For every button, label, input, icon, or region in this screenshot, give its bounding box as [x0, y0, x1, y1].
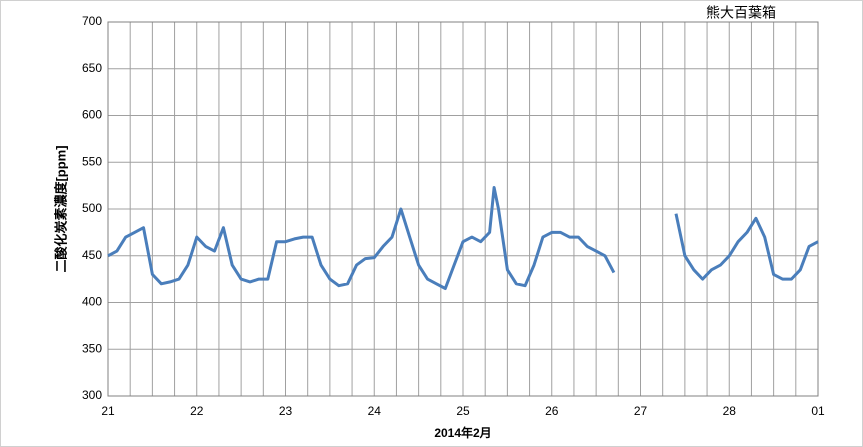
x-tick-label: 22 — [190, 404, 204, 418]
y-tick-label: 650 — [82, 61, 102, 75]
y-tick-label: 500 — [82, 201, 102, 215]
x-tick-label: 24 — [368, 404, 382, 418]
x-tick-label: 27 — [634, 404, 648, 418]
y-tick-label: 300 — [82, 388, 102, 402]
y-tick-label: 550 — [82, 154, 102, 168]
y-tick-label: 400 — [82, 295, 102, 309]
y-tick-label: 600 — [82, 108, 102, 122]
x-tick-label: 28 — [723, 404, 737, 418]
x-tick-label: 26 — [545, 404, 559, 418]
chart-title: 熊大百葉箱 — [706, 5, 776, 21]
x-tick-label: 25 — [456, 404, 470, 418]
x-tick-label: 23 — [279, 404, 293, 418]
y-tick-label: 350 — [82, 341, 102, 355]
x-tick-label: 01 — [811, 404, 825, 418]
data-line — [107, 186, 819, 290]
plot-border — [107, 21, 819, 397]
x-axis-label: 2014年2月 — [434, 425, 491, 440]
x-tick-label: 21 — [101, 404, 115, 418]
y-axis-label: 二酸化炭素濃度[ppm] — [53, 145, 68, 272]
y-tick-label: 700 — [82, 14, 102, 28]
y-tick-label: 450 — [82, 248, 102, 262]
